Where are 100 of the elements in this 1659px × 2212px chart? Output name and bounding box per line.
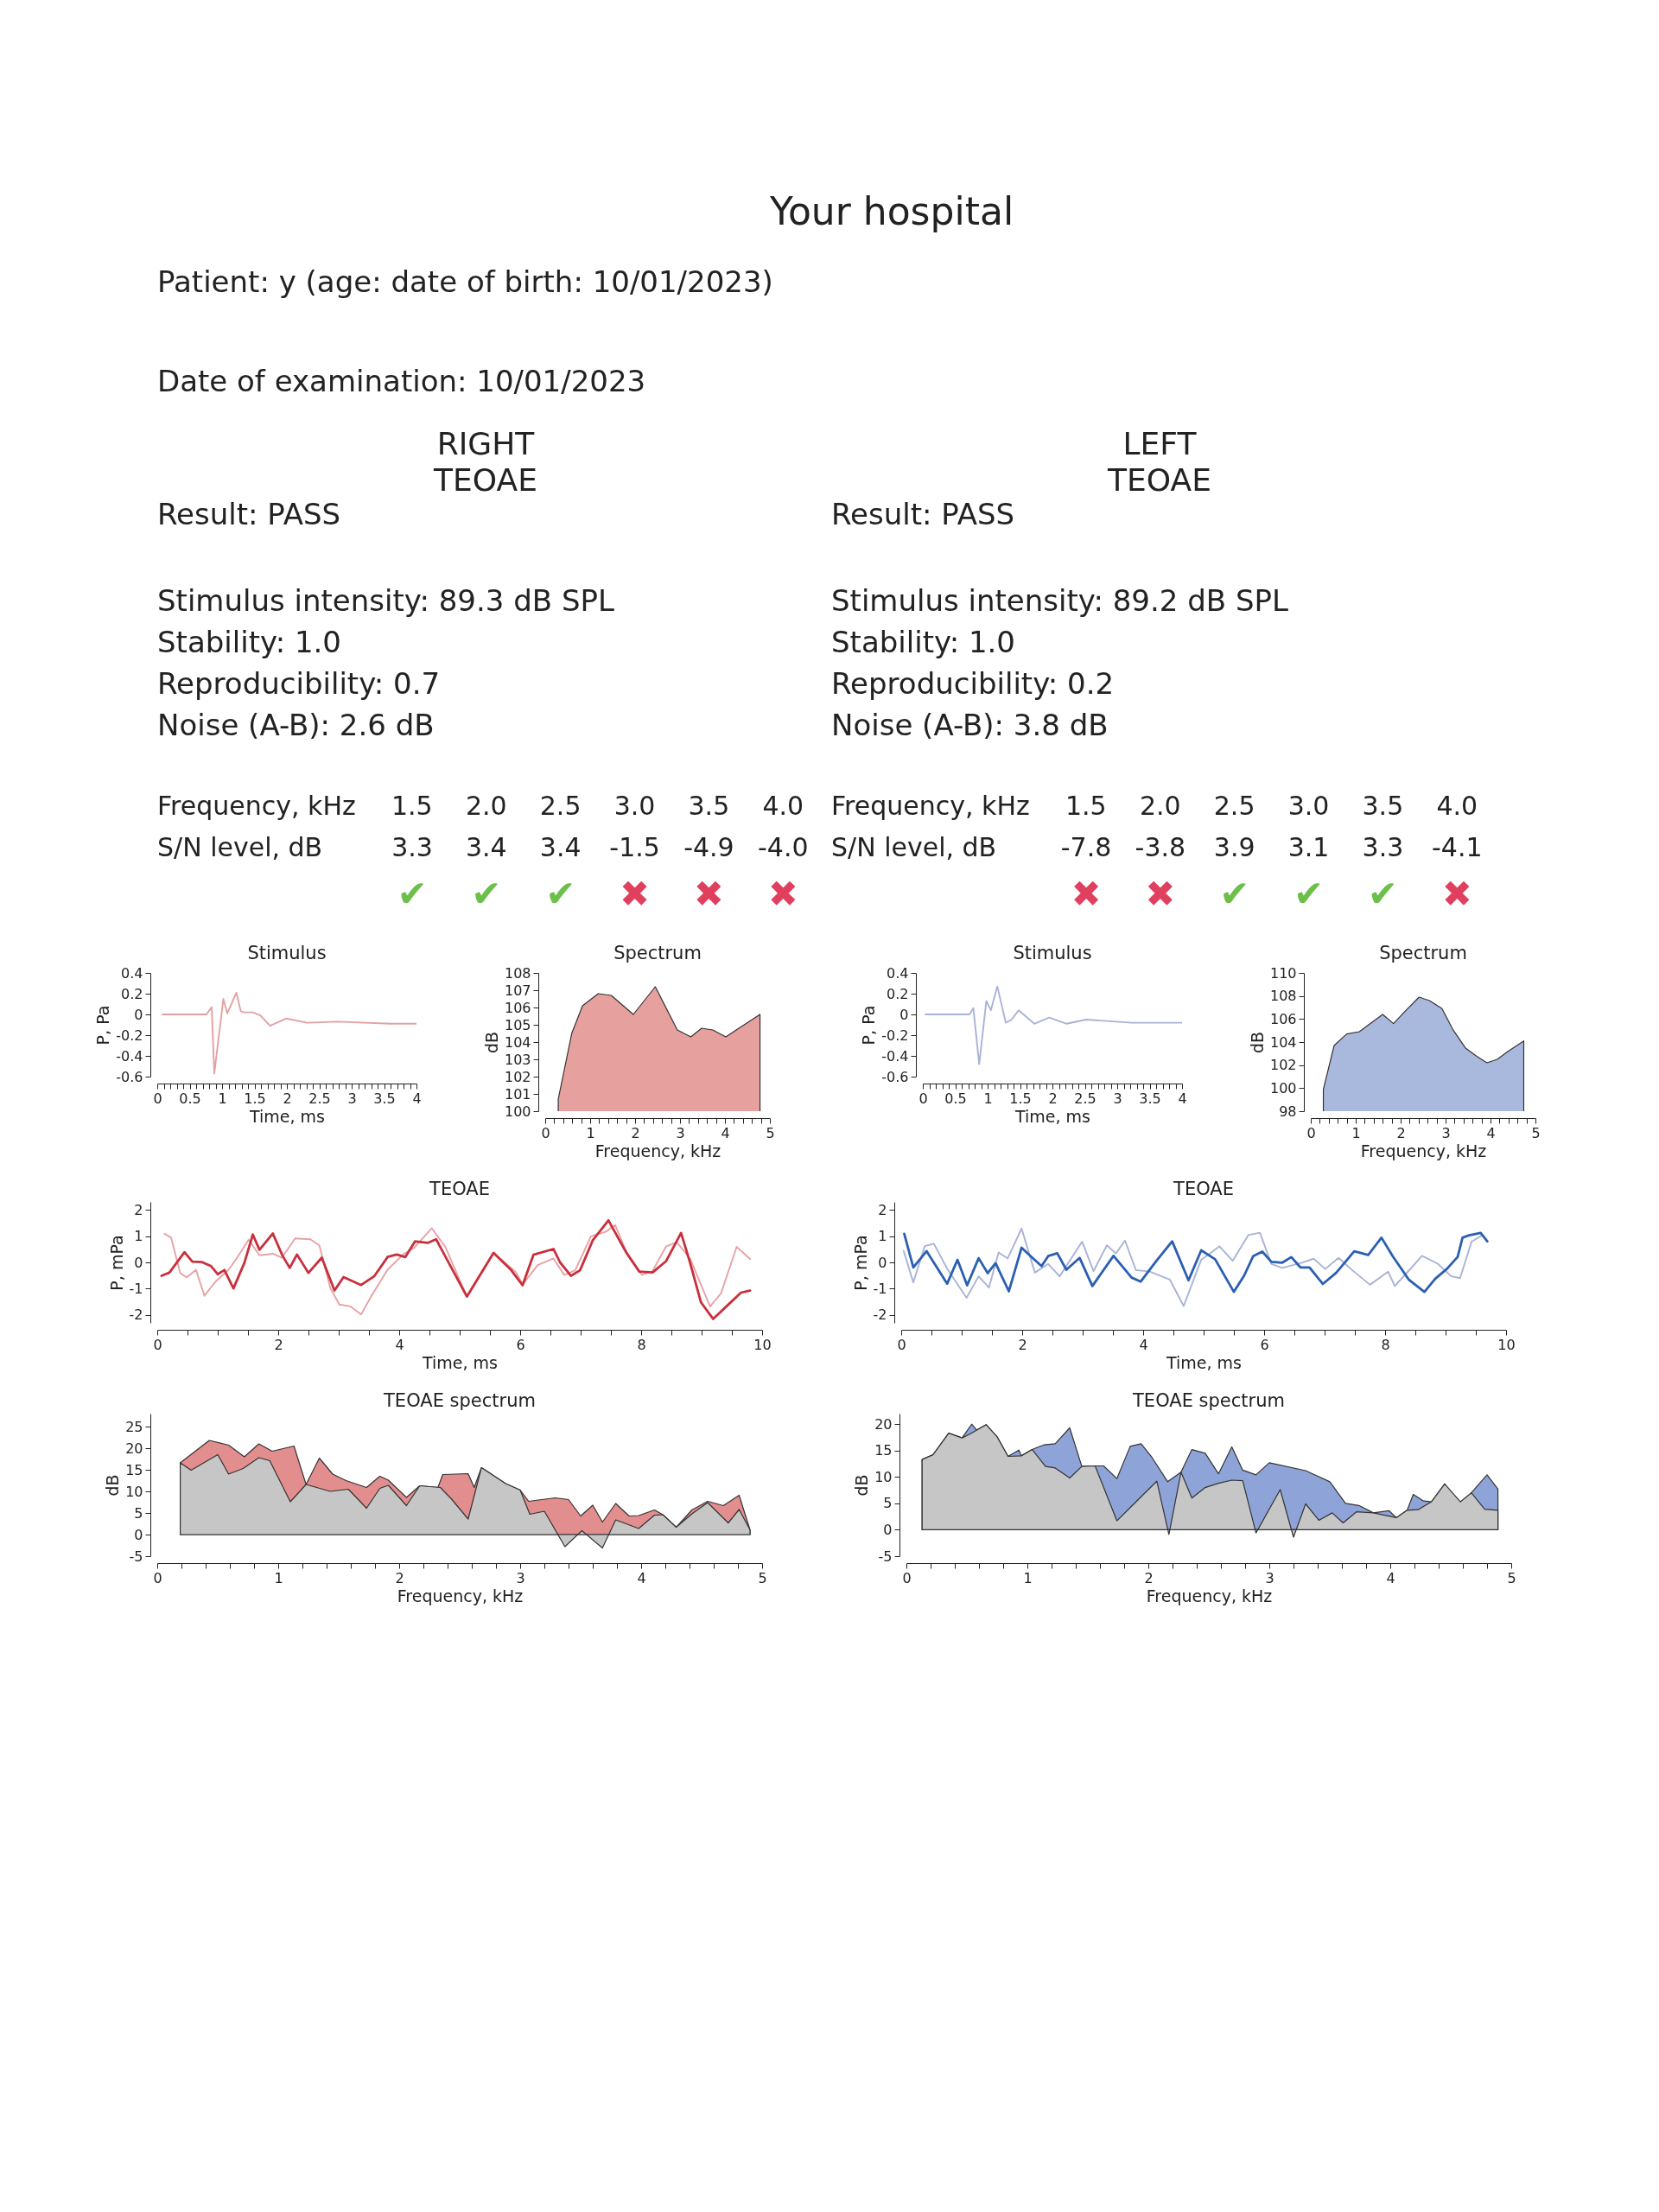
chart-title: TEOAE spectrum <box>383 1390 536 1411</box>
y-tick-label: 0 <box>899 1006 909 1023</box>
text: 3.4 <box>466 832 507 862</box>
chart-title: Spectrum <box>613 943 702 963</box>
text: 3.9 <box>1213 832 1255 862</box>
x-tick-label: 3 <box>347 1090 357 1107</box>
text: Noise (A-B): 2.6 dB <box>157 708 435 742</box>
x-tick-label: 8 <box>1381 1336 1390 1353</box>
y-tick-label: 0 <box>134 1254 143 1271</box>
line-series <box>162 991 416 1075</box>
y-tick-label: 2 <box>878 1201 887 1218</box>
y-tick-label: -2 <box>129 1306 143 1324</box>
x-tick-label: 3 <box>1113 1090 1122 1107</box>
x-tick-label: 10 <box>753 1336 772 1353</box>
text: TEOAE <box>433 462 537 498</box>
y-tick-label: 0 <box>134 1006 143 1023</box>
y-tick-label: 0.4 <box>887 964 909 982</box>
x-tick-label: 4 <box>1178 1090 1187 1107</box>
x-tick-label: 3.5 <box>1139 1090 1161 1107</box>
line-series <box>903 1231 1489 1294</box>
text: Patient: y (age: date of birth: 10/01/2023) <box>157 264 773 299</box>
text: ✖ <box>1145 873 1176 915</box>
text: S/N level, dB <box>831 832 997 862</box>
y-tick-label: 106 <box>1269 1010 1297 1027</box>
y-tick-label: 10 <box>874 1468 893 1485</box>
x-tick-label: 0 <box>153 1090 162 1107</box>
x-axis-title: Time, ms <box>422 1352 498 1372</box>
y-tick-label: 5 <box>134 1504 143 1522</box>
y-tick-label: 107 <box>504 982 531 999</box>
y-axis-title: P, Pa <box>93 1005 113 1046</box>
x-axis-title: Time, ms <box>249 1106 325 1126</box>
y-tick-label: 105 <box>504 1016 531 1033</box>
x-axis-title: Time, ms <box>1166 1352 1242 1372</box>
y-tick-label: 100 <box>1269 1079 1297 1096</box>
text: Noise (A-B): 3.8 dB <box>831 708 1109 742</box>
text: S/N level, dB <box>157 832 323 862</box>
x-tick-label: 4 <box>721 1124 730 1141</box>
x-tick-label: 2 <box>274 1336 283 1353</box>
y-tick-label: 103 <box>504 1051 531 1068</box>
y-tick-label: -0.2 <box>881 1027 909 1044</box>
x-tick-label: 1 <box>983 1090 993 1107</box>
text: ✖ <box>619 873 651 915</box>
text: -4.1 <box>1432 832 1483 862</box>
y-tick-label: 25 <box>125 1418 143 1435</box>
y-tick-label: 2 <box>134 1201 143 1218</box>
text: ✖ <box>693 873 725 915</box>
x-tick-label: 1 <box>218 1090 227 1107</box>
x-axis-title: Frequency, kHz <box>397 1586 524 1605</box>
y-tick-label: 108 <box>1269 988 1297 1005</box>
y-axis-title: dB <box>103 1474 123 1497</box>
text: LEFT <box>1122 426 1198 461</box>
y-tick-label: -0.4 <box>881 1047 909 1065</box>
text: -3.8 <box>1135 832 1186 862</box>
x-tick-label: 2 <box>1144 1569 1154 1586</box>
text: Result: PASS <box>157 497 341 531</box>
x-tick-label: 10 <box>1497 1336 1516 1353</box>
x-tick-label: 1 <box>586 1124 595 1141</box>
chart-title: TEOAE <box>1173 1179 1234 1199</box>
text: Stimulus intensity: 89.3 dB SPL <box>157 583 615 618</box>
x-tick-label: 2 <box>1396 1124 1406 1141</box>
x-tick-label: 6 <box>516 1336 525 1353</box>
y-axis-title: dB <box>1247 1031 1267 1054</box>
text: ✖ <box>767 873 798 915</box>
x-tick-label: 0 <box>153 1569 162 1586</box>
y-tick-label: 1 <box>878 1228 887 1245</box>
y-tick-label: 110 <box>1269 964 1297 982</box>
y-tick-label: 0 <box>134 1526 143 1543</box>
text: ✔ <box>1219 873 1250 915</box>
chart-title: Stimulus <box>247 943 327 963</box>
text: -4.9 <box>683 832 734 862</box>
chart-title: Stimulus <box>1013 943 1092 963</box>
x-tick-label: 4 <box>1486 1124 1496 1141</box>
x-tick-label: 1.5 <box>244 1090 266 1107</box>
text: ✖ <box>1071 873 1102 915</box>
y-tick-label: 20 <box>125 1440 143 1457</box>
x-tick-label: 5 <box>766 1124 775 1141</box>
chart-title: TEOAE spectrum <box>1132 1390 1285 1411</box>
x-tick-label: 1.5 <box>1009 1090 1032 1107</box>
y-tick-label: -1 <box>129 1280 143 1297</box>
y-tick-label: 0.4 <box>121 964 143 982</box>
x-tick-label: 0 <box>918 1090 928 1107</box>
line-series <box>925 985 1182 1065</box>
chart-title: TEOAE <box>429 1179 490 1199</box>
text: Stability: 1.0 <box>831 625 1015 659</box>
y-tick-label: 108 <box>504 964 531 982</box>
x-axis-title: Frequency, kHz <box>594 1141 721 1160</box>
x-tick-label: 3 <box>1441 1124 1451 1141</box>
text: Reproducibility: 0.2 <box>831 666 1115 701</box>
x-tick-label: 0.5 <box>179 1090 201 1107</box>
x-tick-label: 3 <box>1265 1569 1274 1586</box>
y-tick-label: 104 <box>504 1033 531 1051</box>
y-tick-label: 106 <box>504 999 531 1016</box>
y-tick-label: 0.2 <box>887 985 909 1002</box>
x-tick-label: 8 <box>637 1336 646 1353</box>
text: ✔ <box>471 873 502 915</box>
x-tick-label: 3.5 <box>373 1090 396 1107</box>
y-tick-label: 0 <box>883 1521 893 1538</box>
x-tick-label: 4 <box>395 1336 404 1353</box>
text: 3.1 <box>1287 832 1330 862</box>
y-tick-label: 15 <box>874 1442 893 1459</box>
